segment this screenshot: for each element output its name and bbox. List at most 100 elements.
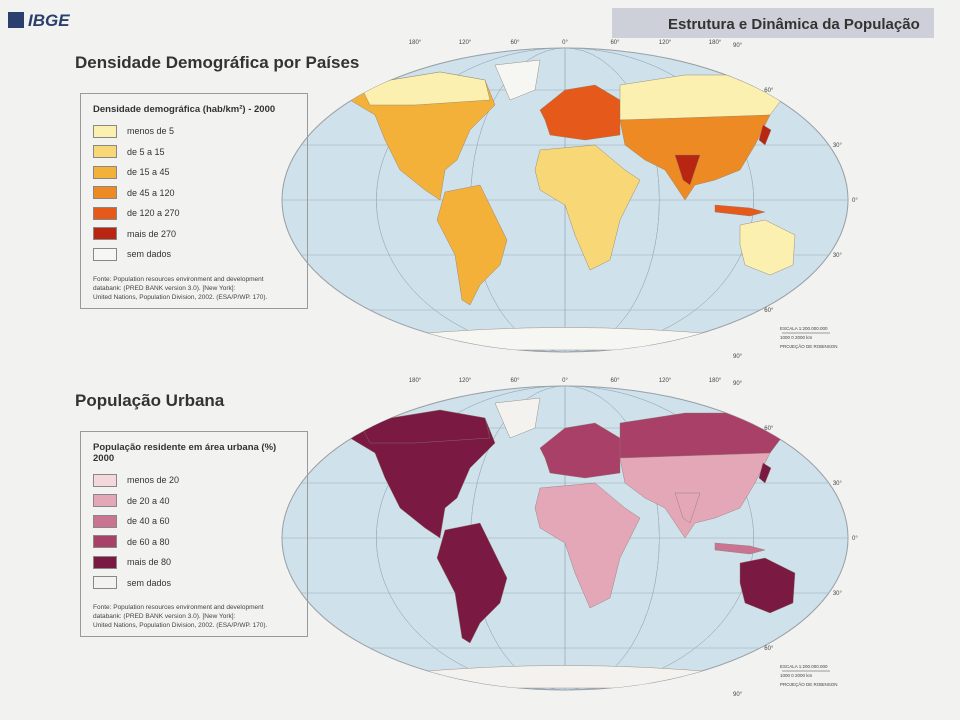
country-region: [494, 59, 541, 101]
legend-label: sem dados: [127, 577, 172, 588]
country-region: [436, 522, 508, 644]
legend-item: de 120 a 270: [93, 203, 297, 224]
legend-label: de 5 a 15: [127, 146, 165, 157]
legend-label: de 15 a 45: [127, 167, 170, 178]
legend-item: de 5 a 15: [93, 142, 297, 163]
source: Fonte: Population resources environment …: [93, 603, 297, 630]
legend-item: de 45 a 120: [93, 183, 297, 204]
source-line: Fonte: Population resources environment …: [93, 275, 264, 283]
latitude-label: 90°: [733, 381, 743, 387]
legend-label: mais de 270: [127, 228, 177, 239]
legend-swatch: [93, 494, 117, 508]
country-region: [674, 154, 701, 186]
map-inner: [282, 48, 848, 352]
scale-text: ESCALA 1:200.000.000: [780, 664, 828, 669]
longitude-label: 0°: [562, 40, 568, 46]
longitude-label: 60°: [610, 40, 620, 46]
longitude-label: 60°: [510, 378, 520, 384]
country-region: [714, 542, 766, 555]
map: [281, 47, 849, 353]
country-region: [739, 557, 796, 614]
map-title: Densidade Demográfica por Países: [75, 53, 359, 72]
legend-label: de 40 a 60: [127, 516, 170, 527]
legend-swatch: [93, 186, 117, 200]
latitude-label: 30°: [833, 591, 843, 597]
longitude-label: 0°: [562, 378, 568, 384]
legend-label: sem dados: [127, 249, 172, 260]
logo: IBGE: [28, 11, 70, 30]
logo-icon: [8, 12, 24, 28]
longitude-label: 120°: [659, 40, 672, 46]
legend-swatch: [93, 576, 117, 590]
legend-item: sem dados: [93, 573, 297, 594]
country-region: [714, 204, 766, 217]
latitude-label: 90°: [733, 43, 743, 49]
source: Fonte: Population resources environment …: [93, 275, 297, 302]
legend: População residente em área urbana (%) 2…: [80, 431, 308, 637]
latitude-label: 30°: [833, 253, 843, 259]
latitude-label: 90°: [733, 354, 743, 360]
legend-item: de 20 a 40: [93, 491, 297, 512]
country-region: [436, 184, 508, 306]
map-title: População Urbana: [75, 391, 225, 410]
longitude-label: 180°: [409, 378, 422, 384]
country-region: [758, 462, 772, 484]
latitude-label: 0°: [852, 198, 858, 204]
latitude-label: 60°: [764, 426, 774, 432]
legend-item: de 15 a 45: [93, 162, 297, 183]
source-line: United Nations, Population Division, 200…: [93, 622, 268, 629]
legend-swatch: [93, 473, 117, 487]
legend-item: menos de 5: [93, 121, 297, 142]
legend-swatch: [93, 145, 117, 159]
legend-label: menos de 5: [127, 126, 175, 137]
country-region: [674, 492, 701, 524]
country-region: [534, 482, 641, 609]
legend-swatch: [93, 555, 117, 569]
legend-item: mais de 270: [93, 224, 297, 245]
legend-label: de 20 a 40: [127, 495, 170, 506]
country-region: [359, 71, 491, 106]
legend-swatch: [93, 247, 117, 261]
country-region: [739, 219, 796, 276]
legend-label: menos de 20: [127, 475, 180, 486]
legend-label: mais de 80: [127, 557, 172, 568]
legend-item: de 60 a 80: [93, 532, 297, 553]
source-line: United Nations, Population Division, 200…: [93, 293, 268, 301]
latitude-label: 60°: [764, 646, 774, 652]
scale-text: PROJEÇÃO DE ROBINSON: [780, 681, 838, 687]
country-region: [619, 412, 786, 459]
legend-item: mais de 80: [93, 552, 297, 573]
legend-swatch: [93, 514, 117, 528]
country-region: [619, 74, 786, 121]
country-region: [758, 124, 772, 146]
legend-swatch: [93, 206, 117, 220]
latitude-label: 30°: [833, 481, 843, 487]
legend-title: População residente em área urbana (%) 2…: [93, 442, 277, 464]
legend-label: de 45 a 120: [127, 187, 175, 198]
country-region: [539, 422, 621, 479]
longitude-label: 60°: [610, 378, 620, 384]
legend-swatch: [93, 227, 117, 241]
scale-text: PROJEÇÃO DE ROBINSON: [780, 343, 838, 349]
longitude-label: 120°: [459, 378, 472, 384]
country-region: [359, 409, 491, 444]
longitude-label: 120°: [659, 378, 672, 384]
latitude-label: 60°: [764, 88, 774, 94]
source-line: Fonte: Population resources environment …: [93, 604, 264, 611]
longitude-label: 60°: [510, 40, 520, 46]
legend-swatch: [93, 124, 117, 138]
legend-title: Densidade demográfica (hab/km²) - 2000: [93, 104, 276, 115]
source-line: databank: (PRED BANK version 3.0). [New …: [93, 613, 236, 620]
scale-text: 1000 0 2000 km: [780, 335, 813, 340]
legend-item: sem dados: [93, 244, 297, 265]
latitude-label: 90°: [733, 692, 743, 698]
longitude-label: 180°: [409, 40, 422, 46]
map-inner: [282, 386, 848, 690]
source-line: databank: (PRED BANK version 3.0). [New …: [93, 284, 236, 292]
country-region: [494, 397, 541, 439]
country-region: [539, 84, 621, 141]
longitude-label: 120°: [459, 40, 472, 46]
latitude-label: 0°: [852, 536, 858, 542]
